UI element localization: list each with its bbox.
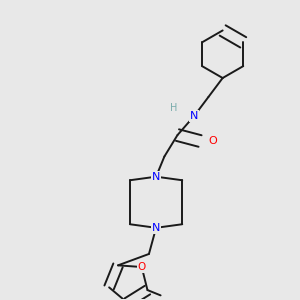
Text: O: O bbox=[138, 262, 146, 272]
Text: N: N bbox=[152, 172, 160, 182]
Text: N: N bbox=[190, 111, 198, 121]
Text: O: O bbox=[209, 136, 218, 146]
Text: H: H bbox=[170, 103, 178, 113]
Text: N: N bbox=[152, 223, 160, 233]
